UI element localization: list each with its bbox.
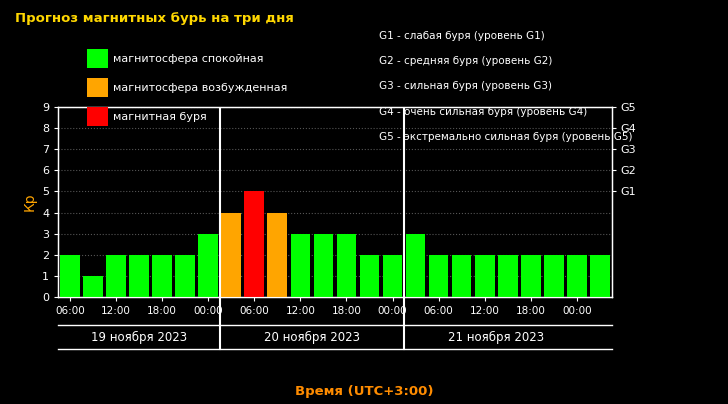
Bar bbox=[314, 234, 333, 297]
Bar bbox=[544, 255, 563, 297]
Text: 19 ноября 2023: 19 ноября 2023 bbox=[91, 331, 187, 344]
Text: Время (UTC+3:00): Время (UTC+3:00) bbox=[295, 385, 433, 398]
Bar bbox=[429, 255, 448, 297]
Bar bbox=[60, 255, 79, 297]
Text: G4 - очень сильная буря (уровень G4): G4 - очень сильная буря (уровень G4) bbox=[379, 107, 587, 116]
Bar bbox=[336, 234, 356, 297]
Bar bbox=[452, 255, 472, 297]
Bar bbox=[290, 234, 310, 297]
Y-axis label: Кр: Кр bbox=[23, 193, 36, 211]
Bar bbox=[198, 234, 218, 297]
Text: G2 - средняя буря (уровень G2): G2 - средняя буря (уровень G2) bbox=[379, 57, 552, 66]
Text: магнитная буря: магнитная буря bbox=[113, 112, 207, 122]
Bar bbox=[383, 255, 403, 297]
Text: магнитосфера спокойная: магнитосфера спокойная bbox=[113, 54, 264, 63]
Bar bbox=[129, 255, 149, 297]
Bar bbox=[152, 255, 172, 297]
Text: G3 - сильная буря (уровень G3): G3 - сильная буря (уровень G3) bbox=[379, 82, 552, 91]
Text: Прогноз магнитных бурь на три дня: Прогноз магнитных бурь на три дня bbox=[15, 12, 293, 25]
Bar bbox=[590, 255, 610, 297]
Bar bbox=[521, 255, 541, 297]
Bar bbox=[245, 191, 264, 297]
Text: 20 ноября 2023: 20 ноября 2023 bbox=[264, 331, 360, 344]
Bar bbox=[498, 255, 518, 297]
Text: 21 ноября 2023: 21 ноября 2023 bbox=[448, 331, 545, 344]
Bar bbox=[360, 255, 379, 297]
Bar bbox=[221, 213, 241, 297]
Bar bbox=[475, 255, 494, 297]
Bar bbox=[567, 255, 587, 297]
Bar bbox=[83, 276, 103, 297]
Text: магнитосфера возбужденная: магнитосфера возбужденная bbox=[113, 83, 288, 93]
Bar bbox=[405, 234, 425, 297]
Bar bbox=[175, 255, 195, 297]
Bar bbox=[106, 255, 126, 297]
Text: G1 - слабая буря (уровень G1): G1 - слабая буря (уровень G1) bbox=[379, 32, 545, 41]
Bar bbox=[267, 213, 287, 297]
Text: G5 - экстремально сильная буря (уровень G5): G5 - экстремально сильная буря (уровень … bbox=[379, 132, 632, 141]
